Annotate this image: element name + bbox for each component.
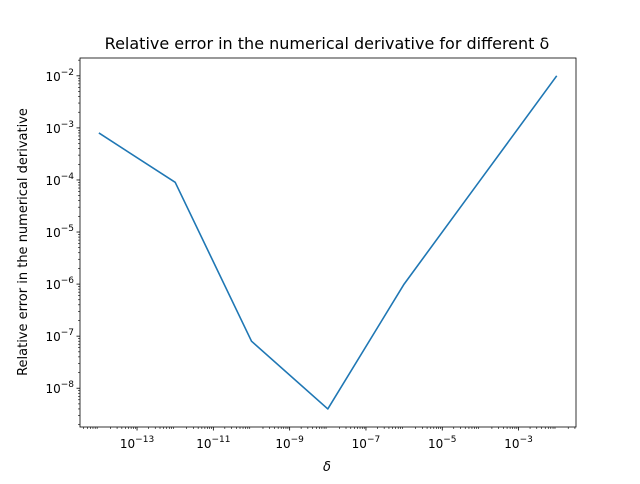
y-tick-label-exponent: −2 — [61, 68, 74, 78]
x-tick-label-exponent: −13 — [135, 435, 154, 445]
y-tick-label-exponent: −8 — [61, 380, 75, 390]
x-tick-label: 10−5 — [428, 435, 457, 451]
x-tick-label-exponent: −5 — [443, 435, 456, 445]
x-tick-label: 10−3 — [504, 435, 533, 451]
x-tick-label-base: 10 — [196, 437, 211, 451]
x-tick-label-exponent: −7 — [367, 435, 380, 445]
plot-frame — [79, 57, 577, 428]
y-tick-label-base: 10 — [45, 330, 60, 344]
x-tick-label: 10−9 — [275, 435, 304, 451]
y-tick-label-exponent: −7 — [61, 328, 74, 338]
chart-title: Relative error in the numerical derivati… — [105, 34, 550, 53]
x-tick-label-base: 10 — [428, 437, 443, 451]
y-tick-label-base: 10 — [45, 70, 60, 84]
y-tick-label-base: 10 — [45, 278, 60, 292]
y-tick-label: 10−3 — [45, 120, 74, 136]
x-tick-label-base: 10 — [275, 437, 290, 451]
x-tick-label: 10−11 — [196, 435, 230, 451]
y-tick-label: 10−5 — [45, 224, 74, 240]
y-tick-label-base: 10 — [45, 382, 60, 396]
y-tick-label-base: 10 — [45, 122, 60, 136]
y-tick-label: 10−8 — [45, 380, 74, 396]
y-tick-label-exponent: −4 — [61, 172, 75, 182]
x-tick-label-base: 10 — [120, 437, 135, 451]
x-tick-label-exponent: −3 — [520, 435, 533, 445]
y-tick-label-exponent: −5 — [61, 224, 74, 234]
y-tick-label-base: 10 — [45, 174, 60, 188]
x-tick-label: 10−13 — [120, 435, 154, 451]
plot-area: 10−13 10−11 10−9 10−7 10−5 10−310−810−710−610… — [45, 57, 577, 451]
x-tick-label-base: 10 — [504, 437, 519, 451]
x-axis-label: δ — [323, 460, 331, 475]
x-tick-label-exponent: −11 — [211, 435, 230, 445]
x-tick-label-base: 10 — [352, 437, 367, 451]
series-line — [98, 75, 558, 410]
y-tick-label: 10−6 — [45, 276, 74, 292]
x-tick-label: 10−7 — [352, 435, 381, 451]
y-tick-label: 10−2 — [45, 68, 74, 84]
x-tick-label-exponent: −9 — [291, 435, 305, 445]
y-tick-label: 10−4 — [45, 172, 74, 188]
y-tick-label-exponent: −3 — [61, 120, 74, 130]
y-tick-label-exponent: −6 — [61, 276, 75, 286]
y-tick-label: 10−7 — [45, 328, 74, 344]
y-tick-label-base: 10 — [45, 226, 60, 240]
y-axis-label: Relative error in the numerical derivati… — [16, 108, 31, 376]
